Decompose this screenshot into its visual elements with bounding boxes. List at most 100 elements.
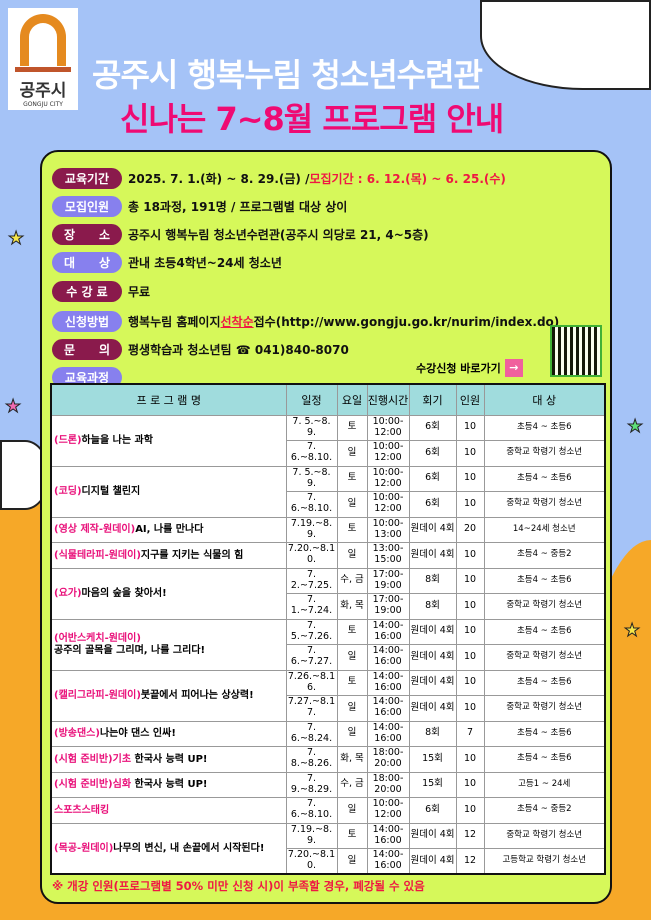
info-panel: 교육기간 2025. 7. 1.(화) ~ 8. 29.(금) / 모집기간 : … [40, 150, 612, 904]
cell: 원데이 4회 [408, 695, 457, 722]
cell: 8회 [408, 720, 457, 747]
table-row: (목공-원데이)나무의 변신, 내 손끝에서 시작된다! 7.19.~8. 9. 토… [50, 822, 606, 875]
cell: 초등4 ~ 초등6 [483, 567, 606, 594]
cell: 원데이 4회 [408, 669, 457, 696]
cell: 10:00-12:00 [366, 797, 410, 824]
table-row: 7.20.~8.10. 일 14:00-16:00 원데이 4회 12 고등학교 학령기 … [51, 848, 606, 875]
cell: 10:00-12:00 [366, 414, 410, 441]
cell: 12 [455, 848, 485, 875]
info-label: 대 상 [52, 251, 122, 273]
program-name: (목공-원데이)나무의 변신, 내 손끝에서 시작된다! [50, 822, 287, 875]
info-highlight: 모집기간 : 6. 12.(목) ~ 6. 25.(수) [309, 171, 506, 186]
cell: 토 [336, 822, 368, 849]
apply-link[interactable]: 수강신청 바로가기 → [416, 359, 523, 377]
table-row: 7.27.~8.17. 일 14:00-16:00 원데이 4회 10 중학교 학령기 청… [51, 695, 606, 722]
info-value[interactable]: 접수(http://www.gongju.go.kr/nurim/index.d… [253, 314, 560, 329]
cell: 중학교 학령기 청소년 [483, 822, 606, 849]
cell: 6회 [408, 797, 457, 824]
cell: 수, 금 [336, 771, 368, 798]
arrow-right-icon: → [504, 359, 523, 377]
cell: 고등1 ~ 24세 [483, 771, 606, 798]
gongju-city-logo: 공주시 GONGJU CITY [8, 8, 78, 110]
cell: 원데이 4회 [408, 618, 457, 645]
arch-icon [15, 14, 71, 72]
info-label: 수 강 료 [52, 280, 122, 302]
cell: 고등학교 학령기 청소년 [483, 848, 606, 875]
cell: 초등4 ~ 초등6 [483, 669, 606, 696]
star-icon: ★ [626, 416, 644, 438]
cell: 초등4 ~ 초등6 [483, 618, 606, 645]
cell: 14:00-16:00 [366, 848, 410, 875]
cell: 18:00-20:00 [366, 746, 410, 773]
program-name: (어반스케치-원데이) 공주의 골목을 그리며, 나를 그리다! [50, 618, 287, 671]
cell: 18:00-20:00 [366, 771, 410, 798]
table-row: (시험 준비반)기초 한국사 능력 UP! 7. 8.~8.26. 화, 목 18:0… [50, 746, 606, 773]
column-header: 회기 [408, 383, 457, 416]
table-row: (영상 제작-원데이)AI, 나를 만나다 7.19.~8. 9. 토 10:00-1… [50, 516, 606, 543]
cell: 초등4 ~ 초등6 [483, 414, 606, 441]
cell: 17:00-19:00 [366, 567, 410, 594]
cell: 토 [336, 669, 368, 696]
cell: 15회 [408, 771, 457, 798]
cell: 원데이 4회 [408, 542, 457, 569]
cell: 8회 [408, 593, 457, 620]
cell: 7. 6.~8.10. [285, 797, 338, 824]
cell: 10 [455, 695, 485, 722]
cell: 일 [336, 542, 368, 569]
cell: 7. 5.~7.26. [285, 618, 338, 645]
info-value: 2025. 7. 1.(화) ~ 8. 29.(금) / [128, 171, 310, 186]
cell: 화, 목 [336, 593, 368, 620]
program-name: (드론)하늘을 나는 과학 [50, 414, 287, 467]
info-row: 교육과정 [52, 366, 602, 388]
program-table: 프 로 그 램 명 일정 요일 진행시간 회기 인원 대 상 (드론)하늘을 나는 과학 7. … [50, 383, 606, 875]
cell: 14:00-16:00 [366, 695, 410, 722]
cell: 일 [336, 491, 368, 518]
cell: 10:00-12:00 [366, 440, 410, 467]
cell: 초등4 ~ 초등6 [483, 465, 606, 492]
info-row: 모집인원 총 18과정, 191명 / 프로그램별 대상 상이 [52, 195, 602, 217]
cell: 14:00-16:00 [366, 822, 410, 849]
cell: 7. 6.~8.10. [285, 491, 338, 518]
column-header: 대 상 [483, 383, 606, 416]
cell: 7. 6.~8.10. [285, 440, 338, 467]
qr-code[interactable] [550, 325, 602, 377]
table-row: (시험 준비반)심화 한국사 능력 UP! 7. 9.~8.29. 수, 금 18:0… [50, 771, 606, 798]
info-value: 행복누림 홈페이지 [128, 314, 221, 329]
cell: 14:00-16:00 [366, 618, 410, 645]
cell: 일 [336, 848, 368, 875]
cell: 일 [336, 695, 368, 722]
table-row: (코딩)디지털 챌린지 7. 5.~8. 9. 토 10:00-12:00 6회 10 초등… [50, 465, 606, 518]
cell: 10 [455, 465, 485, 492]
cell: 원데이 4회 [408, 822, 457, 849]
cell: 7. 5.~8. 9. [285, 414, 338, 441]
cell: 10 [455, 771, 485, 798]
info-label: 모집인원 [52, 195, 122, 217]
cell: 10 [455, 414, 485, 441]
cell: 8회 [408, 567, 457, 594]
cell: 10:00-12:00 [366, 465, 410, 492]
cell: 6회 [408, 440, 457, 467]
cell: 중학교 학령기 청소년 [483, 440, 606, 467]
cell: 7. 8.~8.26. [285, 746, 338, 773]
program-name: (식물테라피-원데이)지구를 지키는 식물의 힘 [50, 542, 287, 569]
info-row: 문 의 평생학습과 청소년팀 ☎ 041)840-8070 [52, 338, 602, 360]
cell: 14:00-16:00 [366, 720, 410, 747]
cell: 원데이 4회 [408, 644, 457, 671]
info-value: 무료 [128, 284, 151, 299]
info-label: 문 의 [52, 338, 122, 360]
cell: 14~24세 청소년 [483, 516, 606, 543]
table-row: (방송댄스)나는야 댄스 인싸! 7. 6.~8.24. 일 14:00-16:00 8… [50, 720, 606, 747]
cell: 중학교 학령기 청소년 [483, 491, 606, 518]
cell: 7. 1.~7.24. [285, 593, 338, 620]
cell: 10 [455, 542, 485, 569]
star-icon: ★ [623, 620, 641, 642]
cell: 초등4 ~ 초등6 [483, 720, 606, 747]
cell: 17:00-19:00 [366, 593, 410, 620]
cell: 7.20.~8.10. [285, 542, 338, 569]
cell: 7 [455, 720, 485, 747]
page-subtitle: 신나는 7~8월 프로그램 안내 [120, 100, 504, 138]
column-header: 진행시간 [366, 383, 410, 416]
cell: 7.26.~8.16. [285, 669, 338, 696]
cell: 화, 목 [336, 746, 368, 773]
cell: 7. 9.~8.29. [285, 771, 338, 798]
